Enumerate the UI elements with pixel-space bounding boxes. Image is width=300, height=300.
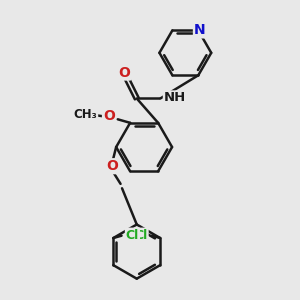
Text: CH₃: CH₃ [74,108,97,122]
Text: N: N [194,23,206,38]
Text: O: O [103,110,115,123]
Text: O: O [118,66,130,80]
Text: O: O [106,159,118,173]
Text: Cl: Cl [126,229,139,242]
Text: Cl: Cl [134,229,148,242]
Text: NH: NH [164,92,186,104]
